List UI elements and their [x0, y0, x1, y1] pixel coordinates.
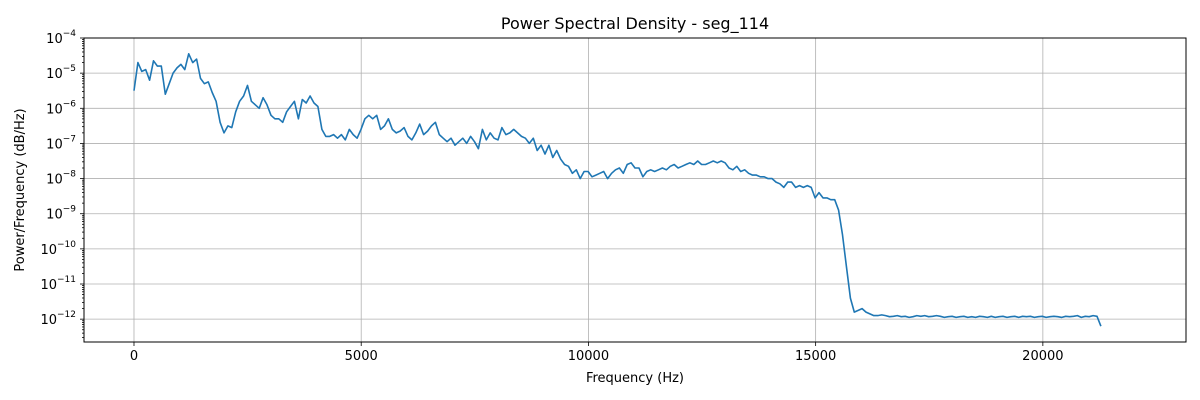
y-tick-label: 10−7 [46, 134, 76, 152]
psd-series-line [133, 52, 1102, 327]
grid [84, 37, 1186, 342]
x-tick-label: 15000 [795, 349, 836, 364]
y-tick-label: 10−8 [46, 170, 76, 188]
chart-title: Power Spectral Density - seg_114 [501, 14, 769, 34]
y-tick-label: 10−12 [40, 310, 76, 328]
y-tick-label: 10−6 [46, 99, 76, 117]
y-tick-label: 10−10 [40, 240, 76, 258]
y-tick-label: 10−5 [46, 64, 76, 82]
plot-frame [83, 37, 1187, 343]
y-axis-ticks: 10−4 10−5 10−6 10−7 10−8 10−9 10−10 10−11 10−12 [40, 29, 84, 338]
x-tick-label: 0 [130, 349, 138, 364]
x-tick-label: 5000 [345, 349, 378, 364]
x-axis-label: Frequency (Hz) [586, 371, 684, 386]
x-tick-label: 20000 [1022, 349, 1063, 364]
x-tick-label: 10000 [568, 349, 609, 364]
y-tick-label: 10−9 [46, 205, 76, 223]
y-axis-label: Power/Frequency (dB/Hz) [13, 108, 28, 271]
y-tick-label: 10−11 [40, 275, 76, 293]
x-axis-ticks: 0 5000 10000 15000 20000 [130, 342, 1064, 364]
series-layer [133, 52, 1102, 327]
y-tick-label: 10−4 [46, 29, 76, 47]
